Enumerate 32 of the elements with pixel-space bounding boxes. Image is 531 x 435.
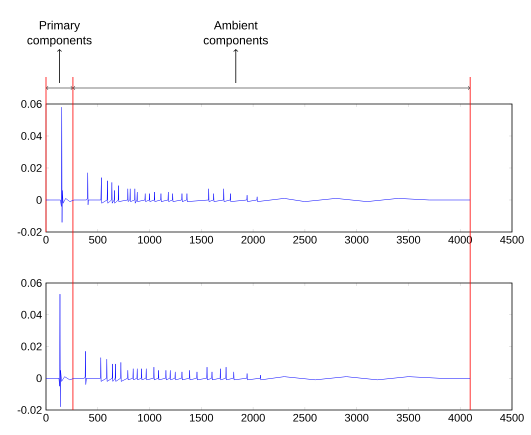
y-tick-label: -0.02 bbox=[18, 228, 42, 236]
text: Ambient components bbox=[204, 20, 268, 47]
line-series bbox=[46, 294, 470, 408]
x-tick-label: 4500 bbox=[500, 414, 524, 422]
text: Primary components bbox=[27, 20, 92, 47]
y-tick-label: 0.02 bbox=[21, 342, 42, 350]
y-tick-label: 0.06 bbox=[21, 279, 42, 287]
y-tick-label: 0.04 bbox=[21, 310, 42, 319]
y-tick-label: -0.02 bbox=[18, 406, 42, 414]
x-tick-label: 2000 bbox=[241, 414, 265, 422]
y-tick-label: 0.02 bbox=[21, 164, 42, 172]
y-tick-label: 0.04 bbox=[21, 132, 42, 140]
x-tick-label: 1500 bbox=[190, 414, 214, 422]
x-tick-label: 500 bbox=[89, 236, 106, 244]
x-tick-label: 4500 bbox=[500, 236, 524, 244]
x-tick-label: 1500 bbox=[190, 236, 214, 244]
x-tick-label: 0 bbox=[43, 236, 49, 244]
x-tick-label: 3000 bbox=[344, 236, 368, 244]
x-tick-label: 1000 bbox=[138, 236, 162, 244]
y-tick-label: 0.06 bbox=[21, 100, 42, 108]
x-tick-label: 2500 bbox=[293, 236, 317, 244]
x-tick-label: 2000 bbox=[241, 236, 265, 244]
y-tick-label: 0 bbox=[36, 374, 42, 382]
x-tick-label: 4000 bbox=[448, 414, 472, 422]
x-tick-label: 3000 bbox=[344, 414, 368, 422]
x-tick-label: 1000 bbox=[138, 414, 162, 422]
y-tick-label: 0 bbox=[36, 196, 42, 204]
x-tick-label: 3500 bbox=[396, 236, 420, 244]
x-tick-label: 2500 bbox=[293, 414, 317, 422]
x-tick-label: 3500 bbox=[396, 414, 420, 422]
x-tick-label: 500 bbox=[89, 414, 106, 422]
x-tick-label: 0 bbox=[43, 414, 49, 422]
